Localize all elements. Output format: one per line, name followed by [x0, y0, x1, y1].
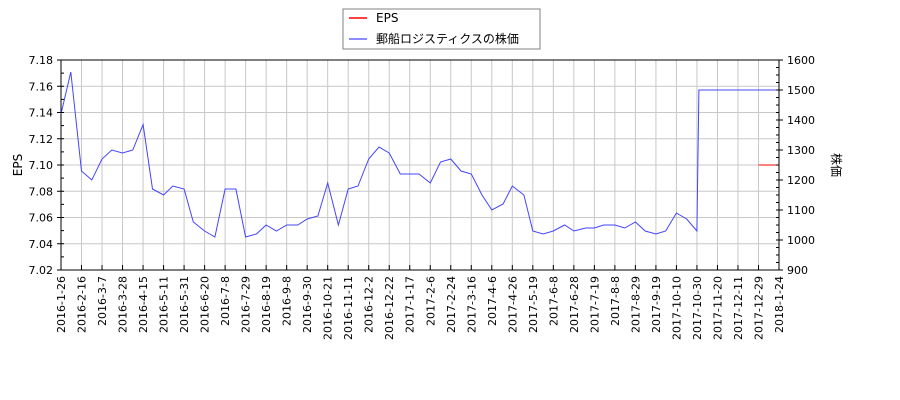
x-tick-label: 2017-9-19: [650, 276, 663, 333]
x-tick-label: 2017-7-19: [588, 276, 601, 333]
left-tick-label: 7.10: [29, 159, 54, 172]
legend: EPS 郵船ロジスティクスの株価: [342, 8, 541, 50]
right-tick-label: 1300: [787, 144, 815, 157]
x-tick-label: 2017-11-20: [711, 276, 724, 340]
left-tick-label: 7.04: [29, 238, 54, 251]
x-axis: 2016-1-26 2016-2-16 2016-3-7 2016-3-28 2016-…: [55, 265, 786, 340]
x-tick-label: 2016-4-15: [137, 276, 150, 333]
legend-box: [342, 8, 541, 50]
x-tick-label: 2016-2-16: [76, 276, 89, 333]
x-tick-label: 2017-10-30: [691, 276, 704, 340]
right-tick-label: 1100: [787, 204, 815, 217]
left-tick-label: 7.18: [29, 54, 54, 67]
series-layer: [60, 71, 779, 238]
x-tick-label: 2017-6-28: [568, 276, 581, 333]
left-tick-label: 7.02: [29, 264, 54, 277]
x-tick-label: 2016-7-8: [219, 276, 232, 326]
right-tick-label: 1000: [787, 234, 815, 247]
x-tick-label: 2018-1-24: [773, 276, 786, 333]
x-tick-label: 2016-9-30: [301, 276, 314, 333]
x-tick-label: 2016-3-7: [96, 276, 109, 326]
left-tick-label: 7.06: [29, 212, 54, 225]
x-tick-label: 2017-4-6: [486, 276, 499, 326]
left-tick-label: 7.08: [29, 185, 54, 198]
x-tick-label: 2016-3-28: [117, 276, 130, 333]
x-tick-label: 2016-10-21: [322, 276, 335, 340]
right-tick-label: 900: [787, 264, 808, 277]
left-axis: 7.18 7.16 7.14 7.12 7.10 7.08 7.06 7.04 7.02: [29, 54, 64, 277]
right-tick-label: 1200: [787, 174, 815, 187]
stock-price-line: [60, 71, 779, 238]
x-tick-label: 2017-2-6: [424, 276, 437, 326]
x-tick-label: 2017-12-29: [752, 276, 765, 340]
right-tick-label: 1400: [787, 114, 815, 127]
x-tick-label: 2017-1-17: [404, 276, 417, 333]
left-tick-label: 7.12: [29, 133, 54, 146]
x-tick-label: 2016-6-20: [199, 276, 212, 333]
right-tick-label: 1600: [787, 54, 815, 67]
x-tick-label: 2017-6-8: [547, 276, 560, 326]
x-tick-label: 2016-5-11: [158, 276, 171, 333]
left-tick-label: 7.14: [29, 107, 54, 120]
x-tick-label: 2016-8-19: [260, 276, 273, 333]
x-tick-label: 2017-12-11: [732, 276, 745, 340]
x-tick-label: 2016-9-8: [281, 276, 294, 326]
right-axis-title: 株価: [829, 153, 844, 177]
x-tick-label: 2016-12-2: [363, 276, 376, 333]
x-tick-label: 2017-3-16: [465, 276, 478, 333]
x-tick-label: 2017-10-10: [670, 276, 683, 340]
x-tick-label: 2017-2-24: [445, 276, 458, 333]
legend-eps-label: EPS: [376, 11, 398, 25]
x-tick-label: 2017-5-19: [527, 276, 540, 333]
x-tick-label: 2016-1-26: [55, 276, 68, 333]
legend-price-label: 郵船ロジスティクスの株価: [376, 31, 519, 46]
x-tick-label: 2017-8-29: [629, 276, 642, 333]
x-tick-label: 2017-4-26: [506, 276, 519, 333]
left-axis-title: EPS: [11, 154, 25, 176]
x-tick-label: 2016-11-11: [342, 276, 355, 340]
left-tick-label: 7.16: [29, 80, 54, 93]
x-tick-label: 2016-12-22: [383, 276, 396, 340]
x-tick-label: 2017-8-8: [609, 276, 622, 326]
right-axis: 1600 1500 1400 1300 1200 1100 1000 900: [776, 54, 815, 277]
right-tick-label: 1500: [787, 84, 815, 97]
grid: [60, 59, 780, 271]
x-tick-label: 2016-7-29: [240, 276, 253, 333]
x-tick-label: 2016-5-31: [178, 276, 191, 333]
